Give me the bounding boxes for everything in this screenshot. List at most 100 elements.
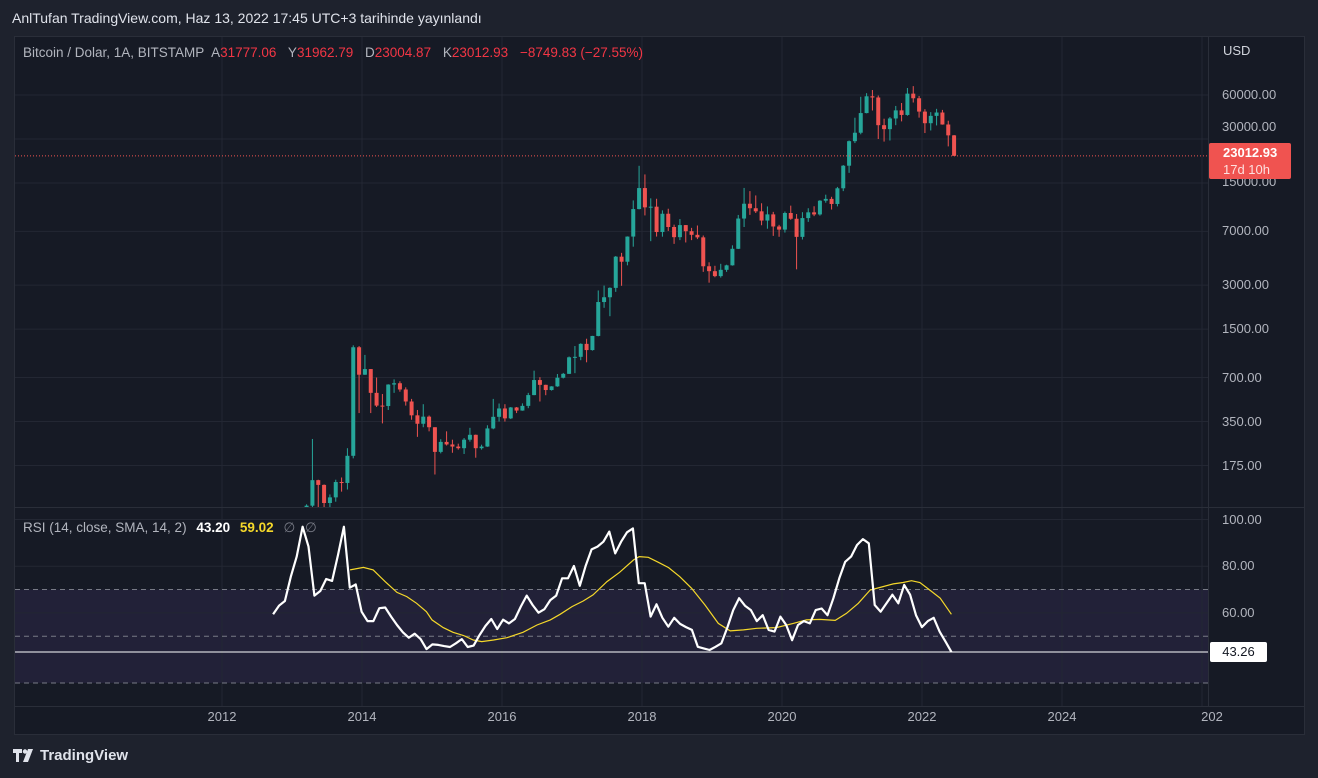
candle-up <box>817 200 822 215</box>
candle-down <box>427 416 432 428</box>
price-tick-label: 60000.00 <box>1222 87 1277 102</box>
candle-down <box>771 214 776 227</box>
tradingview-logo-icon <box>13 749 33 762</box>
candle-down <box>409 401 414 416</box>
candle-up <box>841 165 846 189</box>
close-value: 23012.93 <box>451 45 509 60</box>
candle-down <box>777 226 782 230</box>
candle-down <box>537 380 542 385</box>
candle-up <box>590 335 595 351</box>
candle-up <box>596 302 601 336</box>
time-tick-label: 2024 <box>1047 709 1077 724</box>
candle-up <box>555 377 560 387</box>
rsi-line <box>272 525 953 653</box>
candle-down <box>922 111 927 124</box>
currency-label[interactable]: USD <box>1223 43 1251 58</box>
high-value: 31962.79 <box>296 45 354 60</box>
candle-down <box>380 405 385 407</box>
candle-down <box>666 213 671 227</box>
candle-up <box>532 380 537 396</box>
candle-up <box>835 188 840 204</box>
candle-up <box>310 480 315 506</box>
candle-down <box>432 427 437 452</box>
candle-up <box>730 248 735 266</box>
candle-up <box>660 213 665 233</box>
candle-down <box>619 256 624 262</box>
candle-up <box>333 482 338 498</box>
candle-down <box>672 227 677 238</box>
candle-up <box>578 343 583 357</box>
candle-down <box>689 231 694 235</box>
candle-up <box>479 446 484 449</box>
candle-up <box>602 297 607 303</box>
candle-down <box>543 384 548 391</box>
candle-down <box>707 266 712 272</box>
rsi-current-badge: 43.26 <box>1210 642 1267 662</box>
time-tick-label: 2022 <box>907 709 937 724</box>
candle-up <box>491 416 496 429</box>
candle-up <box>800 218 805 237</box>
candle-down <box>946 124 951 136</box>
candle-up <box>742 203 747 219</box>
rsi-title[interactable]: RSI (14, close, SMA, 14, 2) <box>23 520 187 535</box>
candle-up <box>625 236 630 262</box>
candle-up <box>345 455 350 483</box>
rsi-sma-value: 59.02 <box>239 520 274 535</box>
rsi-pane <box>15 525 1208 653</box>
rsi-tick-label: 100.00 <box>1222 511 1262 527</box>
candle-down <box>952 135 957 156</box>
candle-up <box>526 395 531 406</box>
candle-down <box>450 444 455 447</box>
time-tick-label: 2016 <box>487 709 517 724</box>
candle-up <box>847 141 852 166</box>
candle-down <box>444 441 449 445</box>
candle-up <box>467 434 472 440</box>
candle-up <box>806 212 811 219</box>
candle-down <box>747 203 752 209</box>
symbol-title[interactable]: Bitcoin / Dolar, 1A, BITSTAMP <box>23 45 205 60</box>
candle-down <box>882 125 887 130</box>
candle-up <box>462 439 467 449</box>
candle-up <box>607 287 612 298</box>
candle-up <box>567 357 572 374</box>
candle-down <box>753 208 758 212</box>
candle-up <box>497 408 502 417</box>
candle-down <box>654 206 659 233</box>
candle-down <box>917 98 922 112</box>
candle-down <box>322 484 327 504</box>
candle-up <box>572 356 577 358</box>
tradingview-logo[interactable]: TradingView <box>13 747 128 764</box>
candle-up <box>893 110 898 119</box>
price-tick-label: 700.00 <box>1222 369 1262 385</box>
candle-up <box>724 265 729 270</box>
price-tick-label: 7000.00 <box>1222 223 1269 239</box>
current-price: 23012.93 <box>1223 145 1278 160</box>
candle-up <box>782 213 787 230</box>
candle-up <box>549 386 554 391</box>
candle-up <box>648 206 653 208</box>
time-tick-label: 2020 <box>767 709 797 724</box>
published-caption: AnlTufan TradingView.com, Haz 13, 2022 1… <box>12 10 482 26</box>
candle-down <box>357 347 362 375</box>
candle-down <box>374 392 379 406</box>
time-tick-label: 2018 <box>627 709 657 724</box>
candle-down <box>415 415 420 424</box>
open-label: A <box>211 45 221 60</box>
price-tick-label: 3000.00 <box>1222 277 1269 293</box>
candle-down <box>683 225 688 232</box>
candle-down <box>473 434 478 449</box>
candle-up <box>928 115 933 124</box>
candle-up <box>438 441 443 452</box>
candle-up <box>508 407 513 419</box>
price-tick-label: 350.00 <box>1222 413 1262 429</box>
symbol-legend: Bitcoin / Dolar, 1A, BITSTAMP A31777.06 … <box>23 45 651 60</box>
chart-frame <box>14 36 1305 735</box>
candle-up <box>905 93 910 115</box>
rsi-tick-label: 80.00 <box>1222 558 1255 574</box>
candle-up <box>718 269 723 277</box>
candle-down <box>794 218 799 237</box>
bar-countdown: 17d 10h <box>1223 162 1270 177</box>
rsi-sma-line <box>349 555 952 643</box>
candle-up <box>677 225 682 238</box>
